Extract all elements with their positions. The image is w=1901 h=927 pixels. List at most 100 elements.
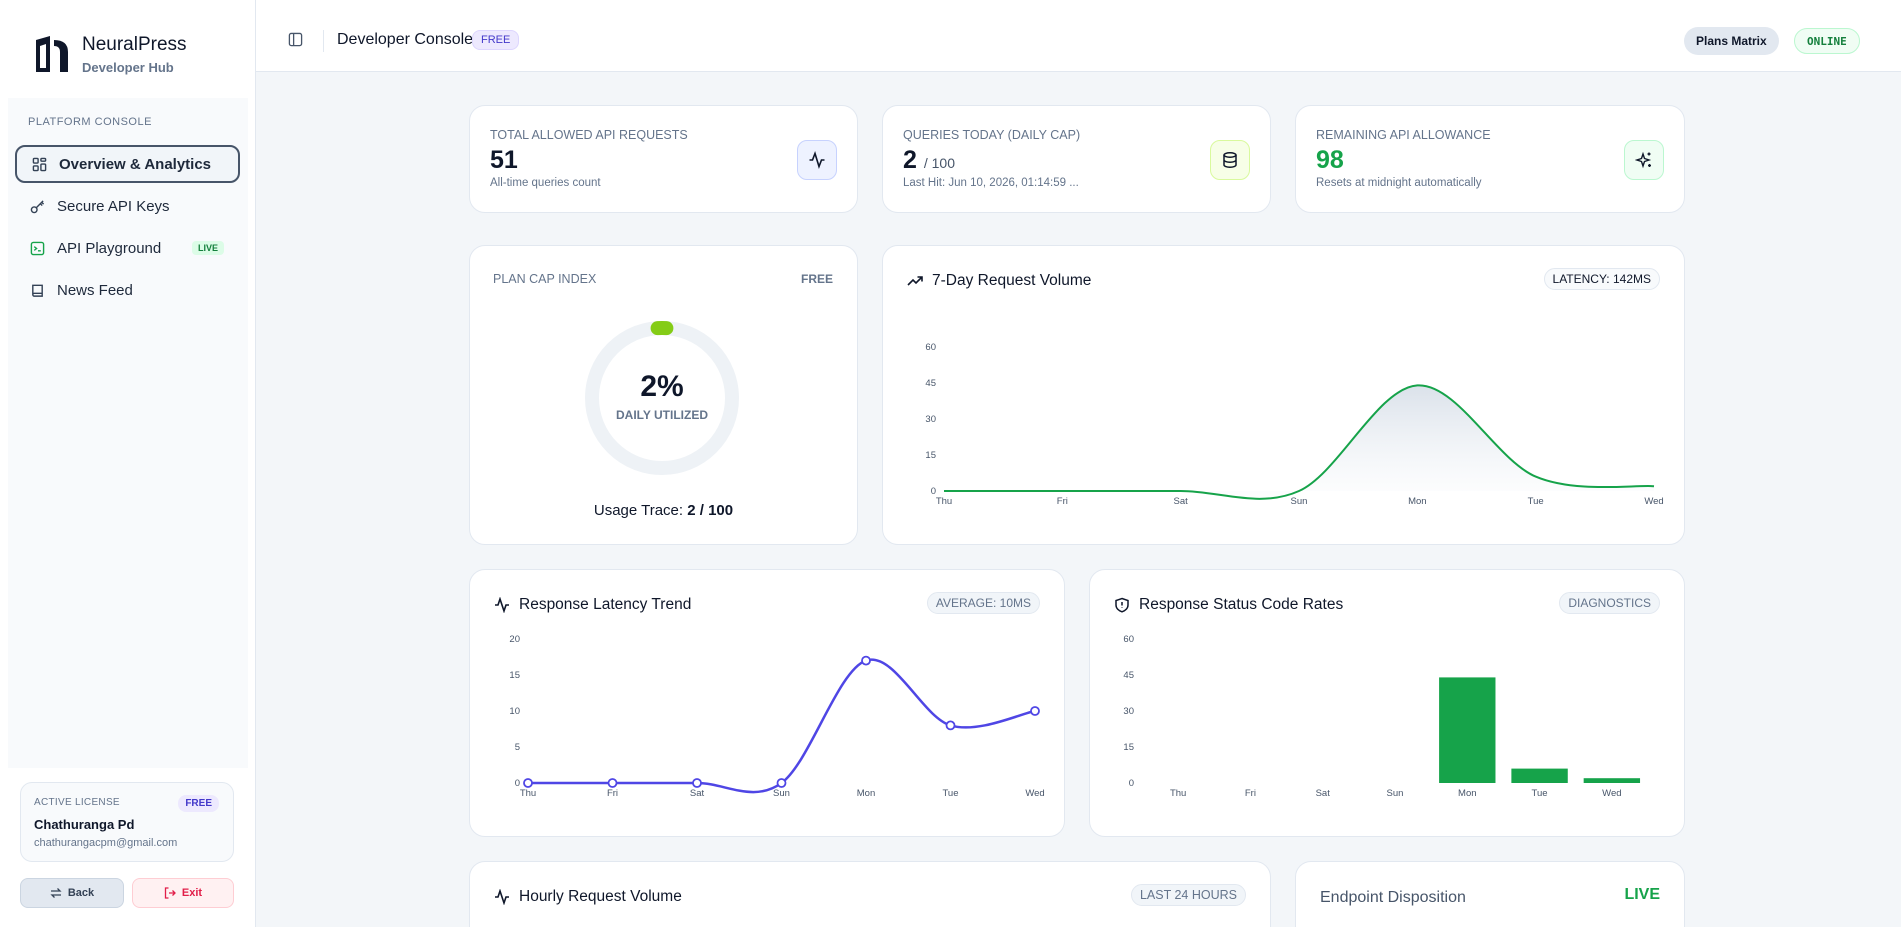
area-fill [944, 385, 1654, 499]
data-point[interactable] [776, 778, 787, 788]
stat-label: TOTAL ALLOWED API REQUESTS [490, 128, 688, 142]
x-tick-label: Wed [1602, 788, 1621, 799]
x-tick-label: Mon [857, 788, 875, 799]
license-user-email: chathurangacpm@gmail.com [34, 837, 178, 849]
data-point[interactable] [523, 778, 533, 788]
request-volume-chart: 0 15 30 45 60 Thu Fri Sat Sun Mon Tue Wed [925, 342, 1663, 507]
gauge-subtitle: DAILY UTILIZED [615, 408, 708, 422]
sidebar-item-label: Secure API Keys [57, 197, 170, 215]
stat-footnote: All-time queries count [490, 177, 601, 189]
data-point[interactable] [945, 720, 956, 731]
data-point[interactable] [607, 778, 618, 788]
data-point[interactable] [1030, 706, 1040, 716]
x-tick-label: Tue [942, 788, 958, 799]
y-tick-label: 0 [1129, 778, 1134, 789]
x-tick-label: Tue [1532, 788, 1548, 799]
stat-value-cap: / 100 [923, 155, 955, 171]
plan-badge: FREE [472, 30, 520, 50]
card-title: Response Status Code Rates [1114, 596, 1343, 614]
usage-trace-value: 2 / 100 [687, 502, 734, 519]
x-tick-label: Sat [1316, 788, 1331, 799]
sidebar-toggle-button[interactable] [288, 32, 303, 52]
sidebar-item-overview[interactable]: Overview & Analytics [15, 145, 240, 183]
bar [1583, 778, 1641, 783]
x-tick-label: Sun [1291, 496, 1308, 507]
stat-label: REMAINING API ALLOWANCE [1316, 128, 1491, 142]
y-tick-label: 20 [509, 634, 520, 645]
exit-button[interactable]: Exit [132, 878, 234, 908]
plans-matrix-button[interactable]: Plans Matrix [1684, 27, 1779, 55]
card-title: Response Latency Trend [494, 596, 691, 614]
database-icon [1210, 140, 1250, 180]
brand[interactable]: NeuralPress Developer Hub [34, 32, 187, 76]
x-tick-label: Mon [1408, 496, 1426, 507]
x-tick-label: Thu [936, 496, 952, 507]
logout-icon [164, 887, 176, 899]
usage-trace: Usage Trace: 2 / 100 [593, 502, 734, 519]
y-tick-label: 45 [925, 378, 936, 389]
x-tick-label: Mon [1458, 788, 1476, 799]
status-code-chart: 0 15 30 45 60 Thu Fri Sat Sun Mon Tue Wed [1123, 634, 1641, 799]
endpoint-status: LIVE [1624, 886, 1660, 903]
stat-card-remaining-allowance: REMAINING API ALLOWANCE 98 Resets at mid… [1295, 105, 1685, 213]
endpoint-disposition-card: Endpoint Disposition LIVE [1295, 861, 1685, 927]
back-button-label: Back [67, 887, 95, 899]
series-line [528, 658, 1036, 794]
live-badge: LIVE [191, 241, 224, 255]
trending-up-icon [907, 276, 923, 286]
brand-subtitle: Developer Hub [82, 59, 174, 75]
online-status-badge: ONLINE [1794, 28, 1860, 54]
x-tick-label: Fri [607, 788, 618, 799]
sidebar-item-label: Overview & Analytics [59, 155, 212, 173]
license-card: ACTIVE LICENSE FREE Chathuranga Pd chath… [20, 782, 234, 862]
sidebar-item-label: API Playground [57, 239, 162, 257]
stat-footnote: Resets at midnight automatically [1316, 177, 1482, 189]
x-tick-label: Thu [520, 788, 536, 799]
sidebar-panel-icon [288, 32, 303, 47]
x-tick-label: Wed [1025, 788, 1044, 799]
book-icon [29, 282, 45, 298]
plan-cap-card: PLAN CAP INDEX FREE 2% DAILY UTILIZED Us… [469, 245, 858, 545]
stat-value: 2 / 100 [903, 146, 955, 174]
shield-alert-icon [1115, 597, 1129, 613]
endpoint-title: Endpoint Disposition [1320, 889, 1466, 906]
sidebar-item-api-keys[interactable]: Secure API Keys [15, 187, 240, 225]
x-tick-label: Sat [690, 788, 705, 799]
sidebar-item-api-playground[interactable]: API Playground LIVE [15, 229, 240, 267]
card-title: Hourly Request Volume [494, 888, 682, 906]
data-point[interactable] [692, 778, 702, 788]
x-tick-label: Tue [1528, 496, 1544, 507]
x-tick-label: Thu [1170, 788, 1186, 799]
dashboard-grid-icon [31, 156, 47, 172]
top-header: Developer Console FREE Plans Matrix ONLI… [256, 0, 1901, 72]
bar [1439, 677, 1496, 783]
gauge-ring [585, 321, 739, 475]
x-tick-label: Wed [1644, 496, 1663, 507]
y-tick-label: 0 [515, 778, 520, 789]
brand-name: NeuralPress [82, 33, 187, 55]
stat-footnote: Last Hit: Jun 10, 2026, 01:14:59 ... [903, 177, 1079, 189]
data-point[interactable] [861, 655, 871, 666]
sidebar-item-news-feed[interactable]: News Feed [15, 271, 240, 309]
stat-value: 51 [490, 146, 518, 174]
last-24-hours-badge: LAST 24 HOURS [1130, 884, 1246, 906]
plan-cap-plan: FREE [800, 272, 833, 286]
back-button[interactable]: Back [20, 878, 124, 908]
x-tick-label: Fri [1245, 788, 1256, 799]
y-tick-label: 30 [1123, 706, 1134, 717]
x-tick-label: Fri [1057, 496, 1068, 507]
nav-section-label: PLATFORM CONSOLE [28, 116, 152, 128]
y-tick-label: 15 [925, 450, 936, 461]
y-tick-label: 30 [925, 414, 936, 425]
stat-label: QUERIES TODAY (DAILY CAP) [903, 128, 1081, 142]
stat-card-total-requests: TOTAL ALLOWED API REQUESTS 51 All-time q… [469, 105, 858, 213]
hourly-volume-card: Hourly Request Volume LAST 24 HOURS [469, 861, 1271, 927]
x-tick-label: Sun [1387, 788, 1404, 799]
terminal-icon [29, 240, 45, 256]
license-plan-badge: FREE [178, 795, 219, 812]
card-title: 7-Day Request Volume [907, 272, 1091, 290]
key-icon [29, 198, 45, 214]
sidebar-panel [8, 98, 248, 768]
x-tick-label: Sun [773, 788, 790, 799]
activity-icon [495, 597, 509, 613]
